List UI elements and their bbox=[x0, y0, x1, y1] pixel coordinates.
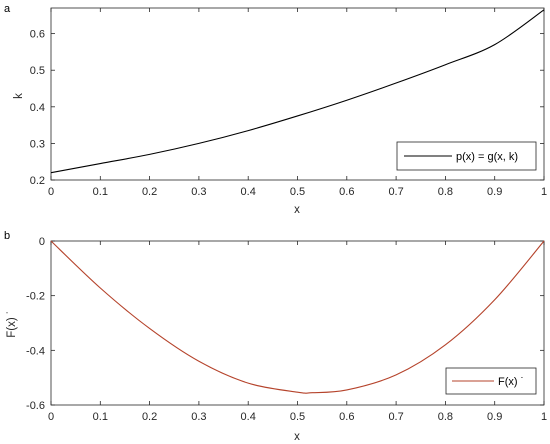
panel-a-x-tick-label: 0.1 bbox=[93, 186, 108, 198]
panel-a-x-ticks: 0 0.1 0.2 0.3 0.4 0.5 0.6 0.7 0.8 0.9 1 bbox=[48, 8, 547, 198]
panel-b-legend-label: F(x) ˙ bbox=[498, 376, 524, 388]
panel-b-x-tick-label: 0.7 bbox=[388, 411, 403, 423]
panel-b-x-tick-label: 0 bbox=[48, 411, 54, 423]
panel-b-x-tick-label: 0.1 bbox=[93, 411, 108, 423]
panel-b-y-axis-label: F(x) ˙ bbox=[6, 310, 18, 337]
panel-b-series-line bbox=[50, 240, 545, 394]
panel-b-x-tick-label: 0.9 bbox=[487, 411, 502, 423]
panel-b-x-tick-label: 0.2 bbox=[142, 411, 157, 423]
panel-b-x-tick-label: 0.4 bbox=[241, 411, 256, 423]
panel-a-x-tick-label: 1 bbox=[541, 186, 547, 198]
panel-a-y-tick-label: 0.4 bbox=[30, 102, 45, 114]
panel-a-y-tick-label: 0.6 bbox=[30, 29, 45, 41]
panel-a-x-tick-label: 0.7 bbox=[388, 186, 403, 198]
panel-a-x-tick-label: 0.9 bbox=[487, 186, 502, 198]
panel-a-x-tick-label: 0.4 bbox=[241, 186, 256, 198]
panel-b-y-tick-label: 0 bbox=[39, 236, 45, 248]
panel-b-x-tick-label: 0.8 bbox=[438, 411, 453, 423]
panel-b-y-tick-label: -0.2 bbox=[26, 291, 45, 303]
panel-b-y-ticks: -0.6 -0.4 -0.2 0 bbox=[26, 236, 544, 412]
panel-b-x-ticks: 0 0.1 0.2 0.3 0.4 0.5 0.6 0.7 0.8 0.9 1 bbox=[48, 241, 547, 423]
panel-b-legend: F(x) ˙ bbox=[445, 367, 537, 395]
panel-a-x-tick-label: 0.8 bbox=[438, 186, 453, 198]
panel-b: b 0 0.1 0.2 0.3 0.4 0.5 0.6 0.7 0.8 0.9 1 -0.6 -0.4… bbox=[4, 230, 547, 443]
panel-a-y-tick-label: 0.5 bbox=[30, 65, 45, 77]
panel-b-x-tick-label: 0.5 bbox=[290, 411, 305, 423]
panel-b-x-tick-label: 1 bbox=[541, 411, 547, 423]
panel-b-x-axis-label: x bbox=[294, 431, 300, 443]
panel-a-label: a bbox=[4, 3, 11, 15]
panel-a: a 0 0.1 0.2 0.3 0.4 0.5 0.6 0.7 0.8 0.9 1 0.20.30.… bbox=[4, 3, 547, 216]
panel-b-label: b bbox=[4, 230, 10, 242]
panel-a-x-tick-label: 0 bbox=[48, 186, 54, 198]
panel-a-y-axis-label: k bbox=[13, 93, 25, 99]
panel-a-x-tick-label: 0.3 bbox=[191, 186, 206, 198]
panel-a-y-ticks: 0.2 0.3 0.4 0.5 0.6 bbox=[30, 29, 544, 187]
panel-b-y-tick-label: -0.4 bbox=[26, 345, 45, 357]
panel-b-x-tick-label: 0.3 bbox=[191, 411, 206, 423]
panel-a-x-axis-label: x bbox=[294, 204, 300, 216]
panel-b-x-tick-label: 0.6 bbox=[339, 411, 354, 423]
panel-a-y-tick-label: 0.3 bbox=[30, 138, 45, 150]
panel-a-x-tick-label: 0.2 bbox=[142, 186, 157, 198]
panel-a-series-line bbox=[50, 9, 545, 174]
panel-a-legend: p(x) = g(x, k) bbox=[396, 141, 537, 171]
panel-b-y-tick-label: -0.6 bbox=[26, 400, 45, 412]
panel-a-legend-label: p(x) = g(x, k) bbox=[456, 151, 518, 163]
panel-a-y-tick-label: 0.2 bbox=[30, 175, 45, 187]
panel-a-x-tick-label: 0.5 bbox=[290, 186, 305, 198]
panel-a-x-tick-label: 0.6 bbox=[339, 186, 354, 198]
